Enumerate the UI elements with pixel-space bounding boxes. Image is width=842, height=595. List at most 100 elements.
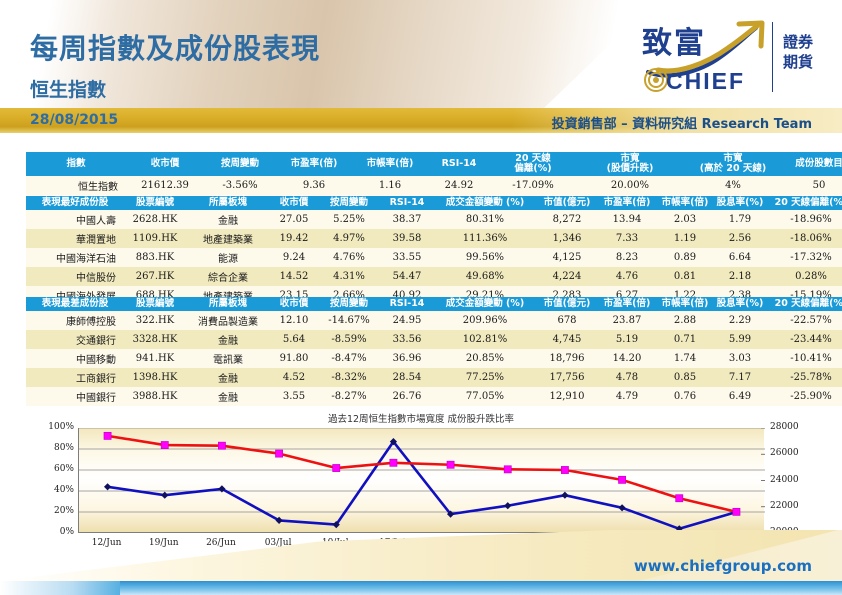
cell-10: 5.99 xyxy=(714,330,766,349)
cell-6: 80.31% xyxy=(434,210,536,229)
table-row: 中國移動 941.HK 電訊業 91.80 -8.47% 36.96 20.85% 18,79… xyxy=(26,349,842,368)
chart-data-point xyxy=(160,441,169,449)
cell-11: -17.32% xyxy=(766,248,842,267)
cell-10: 6.49 xyxy=(714,387,766,406)
chart-data-point xyxy=(103,483,112,491)
date-bar xyxy=(0,108,842,133)
chart-data-point xyxy=(275,449,283,458)
cell-1: 883.HK xyxy=(124,248,186,267)
column-header-5: RSI‑14 xyxy=(380,196,434,210)
cell-6: 77.05% xyxy=(434,387,536,406)
cell-9: 1.74 xyxy=(656,349,714,368)
chart-title: 過去12周恒生指數市場寬度 成份股升跌比率 xyxy=(327,414,515,425)
y-axis-left-tick: 20% xyxy=(53,506,74,516)
cell-9: 50 xyxy=(782,176,842,195)
best-performers-table: 表現最好成份股 股票編號 所屬板塊 收市價 按周變動 RSI‑14 成交金額變動 (%) 市值… xyxy=(26,196,842,305)
cell-2: -3.56% xyxy=(204,176,276,195)
x-axis-tick-label: 26/Jun xyxy=(206,538,236,548)
y-axis-left-tick: 60% xyxy=(53,464,74,474)
cell-4: -8.59% xyxy=(318,330,380,349)
column-header-4: 按周變動 xyxy=(318,297,380,311)
cell-7: 1,346 xyxy=(536,229,598,248)
cell-3: 5.64 xyxy=(270,330,318,349)
cell-2: 電訊業 xyxy=(186,349,270,368)
logo-line-securities: 證券 xyxy=(783,33,814,51)
cell-10: 2.18 xyxy=(714,267,766,286)
chart-data-point xyxy=(732,507,741,516)
cell-8: 7.33 xyxy=(598,229,656,248)
column-header-5: RSI-14 xyxy=(380,297,434,311)
cell-8: 23.87 xyxy=(598,311,656,330)
cell-7: 18,796 xyxy=(536,349,598,368)
cell-10: 2.29 xyxy=(714,311,766,330)
chart-data-point xyxy=(561,466,569,474)
cell-1: 21612.39 xyxy=(126,176,204,195)
table-row: 康師傅控股 322.HK 消費品製造業 12.10 -14.67% 24.95 209.96… xyxy=(26,311,842,330)
row-name-cell: 恒生指數 xyxy=(26,176,126,195)
column-header-1: 收市價 xyxy=(126,152,204,176)
table-body: 恒生指數 21612.39 -3.56% 9.36 1.16 24.92 -17.09% 20… xyxy=(26,176,842,195)
column-header-4: 市帳率(倍) xyxy=(352,152,428,176)
footer-blue-bar xyxy=(0,581,842,595)
cell-1: 941.HK xyxy=(124,349,186,368)
cell-2: 金融 xyxy=(186,330,270,349)
cell-4: 4.97% xyxy=(318,229,380,248)
chart-series-line-0 xyxy=(107,440,737,531)
cell-6: 99.56% xyxy=(434,248,536,267)
page-title: 每周指數及成份股表現 xyxy=(30,32,321,65)
cell-9: 0.81 xyxy=(656,267,714,286)
cell-2: 綜合企業 xyxy=(186,267,270,286)
worst-performers-table: 表現最差成份股 股票編號 所屬板塊 收市價 按周變動 RSI-14 成交金額變動 (%) 市值… xyxy=(26,297,842,406)
table-row: 工商銀行 1398.HK 金融 4.52 -8.32% 28.54 77.25% 17,756… xyxy=(26,368,842,387)
cell-7: 4,745 xyxy=(536,330,598,349)
cell-6: 20.85% xyxy=(434,349,536,368)
column-header-10: 股息率(%) xyxy=(714,196,766,210)
cell-11: -18.06% xyxy=(766,229,842,248)
column-header-6: 成交金額變動 (%) xyxy=(434,196,536,210)
cell-4: -8.27% xyxy=(318,387,380,406)
column-header-7: 市值(億元) xyxy=(536,297,598,311)
chart-plot-area xyxy=(78,428,765,533)
row-name-cell: 中國人壽 xyxy=(26,210,124,229)
cell-11: 0.28% xyxy=(766,267,842,286)
cell-1: 1398.HK xyxy=(124,368,186,387)
cell-7: 4,224 xyxy=(536,267,598,286)
table-header-row: 表現最好成份股 股票編號 所屬板塊 收市價 按周變動 RSI‑14 成交金額變動 (%) 市值… xyxy=(26,196,842,210)
chart-data-point xyxy=(618,504,626,512)
cell-3: 27.05 xyxy=(270,210,318,229)
cell-8: 4.78 xyxy=(598,368,656,387)
cell-4: -14.67% xyxy=(318,311,380,330)
cell-4: 5.25% xyxy=(318,210,380,229)
table-row: 華潤置地 1109.HK 地產建築業 19.42 4.97% 39.58 111.36% 1,… xyxy=(26,229,842,248)
column-header-11: 20 天線偏離(%) xyxy=(766,297,842,311)
cell-10: 1.79 xyxy=(714,210,766,229)
column-header-7: 市寬 (股價升跌) xyxy=(576,152,684,176)
cell-11: -10.41% xyxy=(766,349,842,368)
cell-9: 1.19 xyxy=(656,229,714,248)
cell-1: 322.HK xyxy=(124,311,186,330)
website-url[interactable]: www.chiefgroup.com xyxy=(633,557,812,575)
cell-2: 能源 xyxy=(186,248,270,267)
cell-4: 4.76% xyxy=(318,248,380,267)
cell-3: 91.80 xyxy=(270,349,318,368)
cell-3: 9.24 xyxy=(270,248,318,267)
column-header-8: 市盈率(倍) xyxy=(598,196,656,210)
y-axis-left-tick: 40% xyxy=(53,485,74,495)
row-name-cell: 中國移動 xyxy=(26,349,124,368)
logo-chinese-name: 致富 xyxy=(642,26,706,61)
report-date: 28/08/2015 xyxy=(30,112,119,128)
cell-11: -18.96% xyxy=(766,210,842,229)
x-axis-tick-label: 19/Jun xyxy=(148,538,179,548)
cell-9: 2.88 xyxy=(656,311,714,330)
research-team-label: 投資銷售部 – 資料研究組 Research Team xyxy=(551,117,812,132)
cell-11: -25.90% xyxy=(766,387,842,406)
chart-data-point xyxy=(161,491,169,499)
cell-9: 0.89 xyxy=(656,248,714,267)
table-row: 中國海洋石油 883.HK 能源 9.24 4.76% 33.55 99.56% 4,125 8… xyxy=(26,248,842,267)
y-axis-right-tick: 24000 xyxy=(770,474,799,485)
cell-1: 3988.HK xyxy=(124,387,186,406)
cell-6: 102.81% xyxy=(434,330,536,349)
cell-6: -17.09% xyxy=(490,176,576,195)
cell-4: -8.47% xyxy=(318,349,380,368)
chart-series-line-1 xyxy=(107,434,737,514)
